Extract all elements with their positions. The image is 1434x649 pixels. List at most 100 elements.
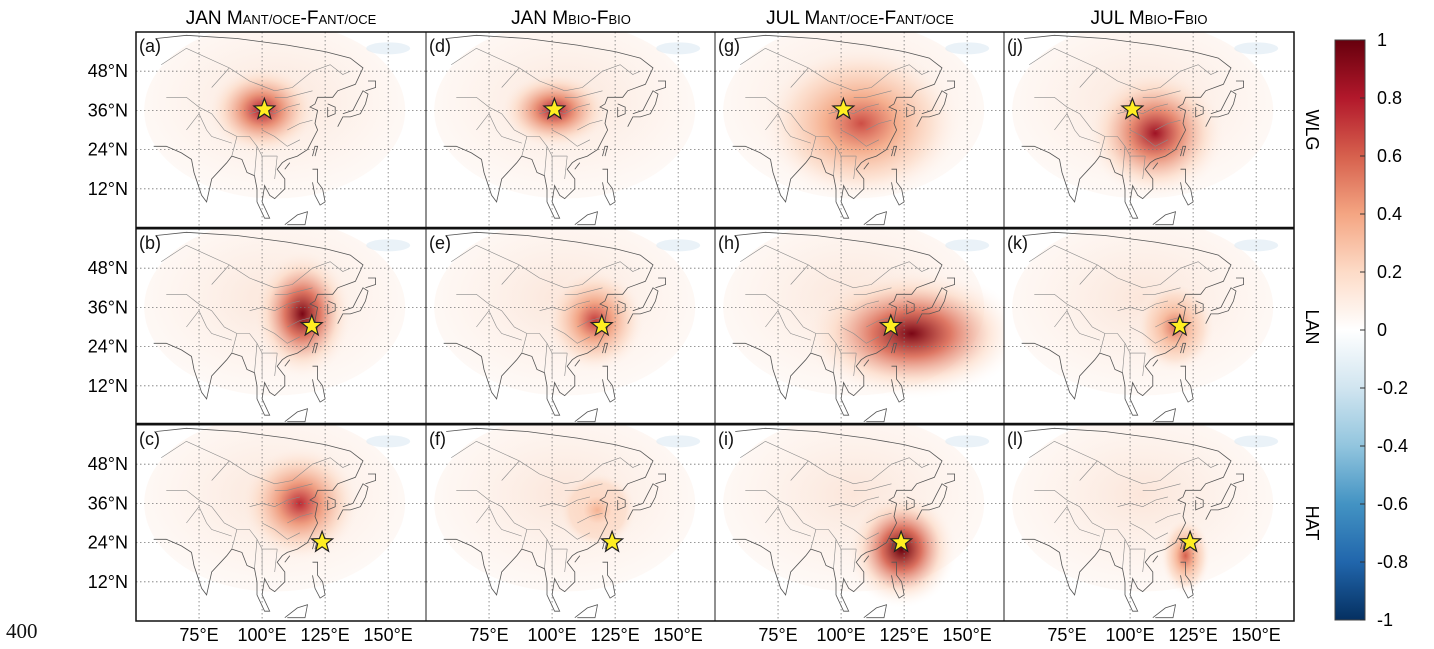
province-border <box>564 156 568 180</box>
province-border <box>261 326 301 344</box>
province-border <box>853 483 892 491</box>
coastline <box>1180 342 1187 354</box>
coastline <box>1205 287 1237 324</box>
panel-label: (a) <box>139 36 161 56</box>
coastline <box>906 300 915 315</box>
column-title-3: JUL MBIO-FBIO <box>1091 8 1208 29</box>
province-border <box>1142 483 1181 491</box>
map-panel-0-0 <box>136 32 426 228</box>
anomaly-plume <box>760 45 963 202</box>
province-border <box>745 293 779 305</box>
x-tick-label: 100°E <box>1105 625 1154 645</box>
province-border <box>521 136 528 157</box>
province-border <box>1122 146 1126 176</box>
province-border <box>501 64 641 92</box>
province-border <box>1054 506 1100 537</box>
anomaly-plume <box>544 268 646 373</box>
province-border <box>866 512 892 524</box>
province-border <box>1079 457 1219 485</box>
province-border <box>166 293 200 305</box>
province-border <box>1054 310 1100 341</box>
coastline <box>312 561 326 599</box>
coastline <box>1195 103 1204 118</box>
colorbar-tick-label: 0.4 <box>1377 204 1402 224</box>
row-label-lan: LAN <box>1302 309 1322 344</box>
coastline <box>337 483 369 520</box>
province-border <box>198 106 278 157</box>
coastline <box>365 80 377 92</box>
province-border <box>765 113 811 144</box>
province-border <box>211 457 351 485</box>
coastline <box>1180 365 1194 403</box>
colorbar-tick-label: -0.2 <box>1377 378 1408 398</box>
y-tick-label: 12°N <box>88 572 128 592</box>
province-border <box>853 156 857 180</box>
y-tick-label: 36°N <box>88 297 128 317</box>
province-border <box>1117 300 1168 312</box>
province-border <box>551 522 591 540</box>
province-border <box>777 499 857 550</box>
colorbar-tick-label: 1 <box>1377 30 1387 50</box>
province-border <box>1034 293 1068 305</box>
coastline <box>863 162 870 170</box>
coastline <box>602 145 609 157</box>
colorbar-tick-label: 0.8 <box>1377 88 1402 108</box>
province-border <box>161 440 230 462</box>
y-tick-label: 24°N <box>88 337 128 357</box>
coastline <box>655 80 666 92</box>
coastline <box>337 287 369 324</box>
province-border <box>1099 529 1106 550</box>
coastline <box>916 287 948 324</box>
province-border <box>828 103 879 115</box>
province-border <box>853 287 892 295</box>
province-border <box>274 483 313 491</box>
x-tick-label: 125°E <box>1169 625 1218 645</box>
map-panel-0-1 <box>426 32 716 228</box>
province-border <box>1066 303 1146 354</box>
coastline <box>284 408 309 423</box>
province-border <box>790 64 930 92</box>
province-border <box>1079 64 1219 92</box>
province-border <box>198 499 278 550</box>
coastline <box>916 90 948 127</box>
station-star-wlg <box>831 96 856 120</box>
province-border <box>1034 97 1068 108</box>
province-border <box>1155 512 1181 524</box>
province-border <box>274 90 313 98</box>
coastline <box>732 427 943 612</box>
province-border <box>231 333 238 354</box>
province-border <box>1099 333 1106 354</box>
province-border <box>866 119 892 131</box>
y-tick-label: 48°N <box>88 258 128 278</box>
x-tick-label: 150°E <box>943 625 992 645</box>
province-border <box>161 244 230 266</box>
province-border <box>254 146 258 176</box>
coastline <box>1195 300 1204 315</box>
station-star-lan <box>1167 313 1192 337</box>
province-border <box>853 90 892 98</box>
map-panel-2-0 <box>136 425 426 621</box>
province-border <box>249 103 300 115</box>
coastline <box>863 359 870 367</box>
coastline <box>863 408 888 423</box>
province-border <box>765 506 811 537</box>
panel-label: (g) <box>718 36 740 56</box>
station-star-lan <box>299 313 324 337</box>
coastline <box>153 34 364 219</box>
province-border <box>274 287 313 295</box>
coastline <box>1152 162 1159 170</box>
province-border <box>261 129 301 147</box>
province-border <box>456 489 490 501</box>
y-tick-label: 24°N <box>88 140 128 160</box>
coastline <box>327 496 336 511</box>
province-border <box>488 499 568 550</box>
province-border <box>1142 287 1181 295</box>
coastline <box>916 483 948 520</box>
province-border <box>488 106 568 157</box>
panel-label: (f) <box>429 429 446 449</box>
province-border <box>501 261 641 289</box>
coastline <box>732 34 943 219</box>
province-border <box>810 136 817 157</box>
province-border <box>254 343 258 373</box>
province-border <box>521 333 528 354</box>
